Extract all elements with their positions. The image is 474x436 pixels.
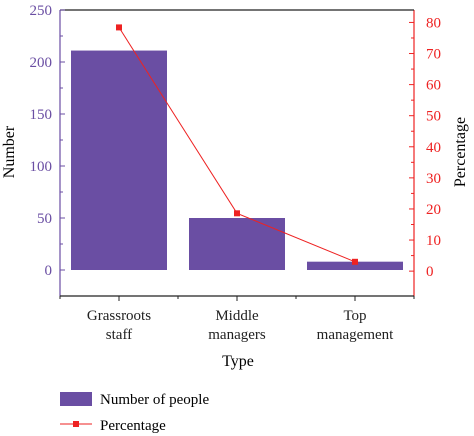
x-axis-title: Type [222, 353, 254, 370]
legend-label-bars: Number of people [100, 392, 209, 408]
y-tick-label-left: 250 [30, 3, 53, 19]
legend-label-line: Percentage [100, 418, 166, 434]
legend-swatch-marker [73, 421, 79, 427]
bar [307, 261, 403, 270]
y-tick-label-right: 60 [426, 78, 441, 94]
percentage-point [352, 258, 358, 265]
x-tick-label: Grassroots [87, 308, 151, 324]
y-tick-label-right: 20 [426, 202, 441, 218]
y-tick-label-right: 70 [426, 47, 441, 63]
x-tick-label: Top [343, 308, 366, 324]
y-axis-title-left: Number [1, 125, 18, 178]
percentage-line-layer [116, 24, 358, 265]
axes-layer: 0 50 100 150 200 250 0 10 20 30 40 50 60 70 80 Grassroo… [30, 3, 442, 343]
bars-layer [71, 50, 403, 271]
y-tick-label-left: 100 [30, 159, 53, 175]
y-tick-label-right: 50 [426, 109, 441, 125]
y-tick-label-right: 40 [426, 140, 441, 156]
y-tick-label-right: 30 [426, 171, 441, 187]
bar [189, 218, 285, 270]
x-tick-label: Middle [215, 308, 259, 324]
legend-swatch-bars [60, 392, 92, 406]
y-tick-label-left: 50 [37, 211, 52, 227]
y-tick-label-left: 200 [30, 55, 53, 71]
x-tick-label: staff [106, 327, 132, 343]
percentage-point [234, 210, 240, 217]
x-tick-label: managers [208, 327, 266, 343]
y-tick-label-right: 10 [426, 233, 441, 249]
legend: Number of people Percentage [60, 392, 209, 434]
percentage-point [116, 24, 122, 31]
y-tick-label-left: 150 [30, 107, 53, 123]
bar [71, 50, 167, 271]
y-tick-label-right: 0 [426, 264, 434, 280]
y-tick-label-right: 80 [426, 15, 441, 31]
y-axis-title-right: Percentage [452, 117, 469, 187]
x-tick-label: management [317, 327, 394, 343]
y-tick-label-left: 0 [45, 263, 53, 279]
